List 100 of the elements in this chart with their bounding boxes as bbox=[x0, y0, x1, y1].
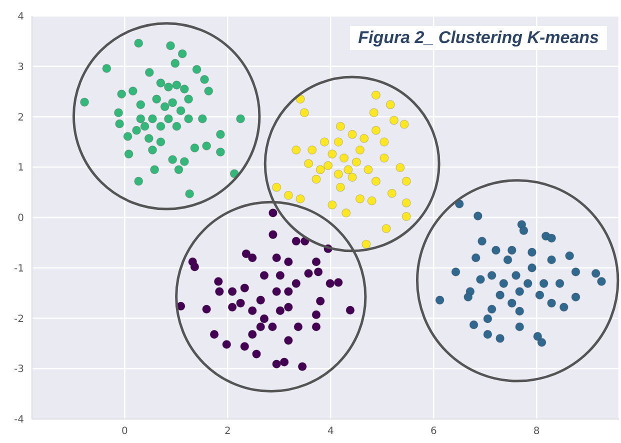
point bbox=[499, 278, 508, 288]
point bbox=[256, 296, 266, 305]
point bbox=[284, 287, 293, 296]
point bbox=[371, 126, 380, 135]
point bbox=[298, 362, 307, 372]
point bbox=[272, 253, 282, 262]
y-tick-label: -1 bbox=[14, 263, 24, 274]
point bbox=[527, 263, 536, 272]
point bbox=[115, 119, 124, 128]
point bbox=[364, 165, 373, 174]
y-tick-label: 1 bbox=[18, 162, 24, 174]
point bbox=[402, 198, 411, 208]
point bbox=[216, 130, 225, 139]
point bbox=[451, 267, 460, 276]
point bbox=[256, 322, 266, 332]
point bbox=[312, 310, 321, 320]
point bbox=[483, 330, 492, 339]
point bbox=[515, 287, 524, 296]
point bbox=[102, 64, 112, 73]
point bbox=[340, 154, 349, 163]
point bbox=[435, 296, 444, 305]
point bbox=[473, 211, 482, 220]
point bbox=[348, 172, 357, 182]
point bbox=[547, 298, 556, 308]
point bbox=[316, 296, 325, 306]
point bbox=[471, 253, 480, 262]
y-tick-label: 0 bbox=[18, 213, 24, 224]
point bbox=[292, 278, 301, 288]
point bbox=[272, 287, 282, 296]
point bbox=[496, 290, 505, 300]
point bbox=[148, 145, 157, 154]
point bbox=[134, 176, 144, 186]
point bbox=[268, 230, 278, 240]
point bbox=[382, 224, 391, 234]
y-tick-label: -2 bbox=[14, 314, 24, 325]
point bbox=[240, 284, 250, 293]
point bbox=[202, 141, 212, 150]
point bbox=[272, 360, 282, 369]
point bbox=[204, 86, 214, 96]
point bbox=[248, 306, 257, 316]
point bbox=[591, 268, 600, 278]
point bbox=[312, 257, 321, 266]
point bbox=[304, 268, 314, 278]
point bbox=[216, 148, 225, 157]
point bbox=[144, 68, 154, 77]
text: Figura 2_ Clustering K-means bbox=[350, 26, 607, 50]
point bbox=[276, 306, 285, 316]
point bbox=[400, 120, 409, 129]
point bbox=[356, 194, 364, 204]
point bbox=[296, 194, 305, 204]
point bbox=[260, 270, 269, 280]
point bbox=[166, 41, 176, 50]
point bbox=[512, 270, 521, 280]
point bbox=[152, 94, 162, 104]
point bbox=[292, 145, 301, 154]
point bbox=[268, 208, 278, 218]
point bbox=[360, 134, 369, 143]
point bbox=[596, 276, 606, 286]
point bbox=[503, 255, 512, 264]
point bbox=[328, 200, 337, 210]
point bbox=[190, 262, 200, 272]
point bbox=[214, 276, 223, 286]
point bbox=[117, 90, 126, 99]
point bbox=[537, 338, 546, 347]
point bbox=[312, 322, 321, 332]
point bbox=[124, 150, 134, 159]
y-tick-label: 4 bbox=[18, 12, 24, 23]
point bbox=[276, 270, 285, 280]
point bbox=[184, 114, 194, 124]
point bbox=[523, 278, 532, 288]
point bbox=[519, 226, 528, 236]
point bbox=[284, 257, 293, 266]
y-tick-label: -4 bbox=[14, 414, 24, 426]
point bbox=[140, 122, 150, 131]
point bbox=[168, 98, 178, 108]
point bbox=[156, 78, 166, 88]
point bbox=[144, 134, 154, 143]
point bbox=[308, 145, 317, 154]
point bbox=[535, 290, 544, 300]
point bbox=[184, 94, 194, 104]
point bbox=[178, 49, 187, 58]
point bbox=[284, 302, 293, 312]
y-tick-label: -3 bbox=[14, 364, 24, 376]
point bbox=[326, 278, 335, 288]
point bbox=[304, 159, 314, 168]
point bbox=[320, 137, 329, 146]
point bbox=[387, 188, 396, 198]
point bbox=[402, 176, 411, 186]
point bbox=[170, 58, 180, 68]
point bbox=[491, 246, 500, 255]
point bbox=[559, 302, 568, 312]
point bbox=[324, 161, 333, 170]
point bbox=[367, 196, 376, 206]
point bbox=[180, 84, 189, 94]
point bbox=[272, 182, 282, 192]
point bbox=[198, 114, 207, 124]
x-tick-label: 0 bbox=[121, 426, 128, 438]
point bbox=[228, 302, 237, 312]
point bbox=[240, 342, 250, 351]
point bbox=[172, 80, 182, 90]
